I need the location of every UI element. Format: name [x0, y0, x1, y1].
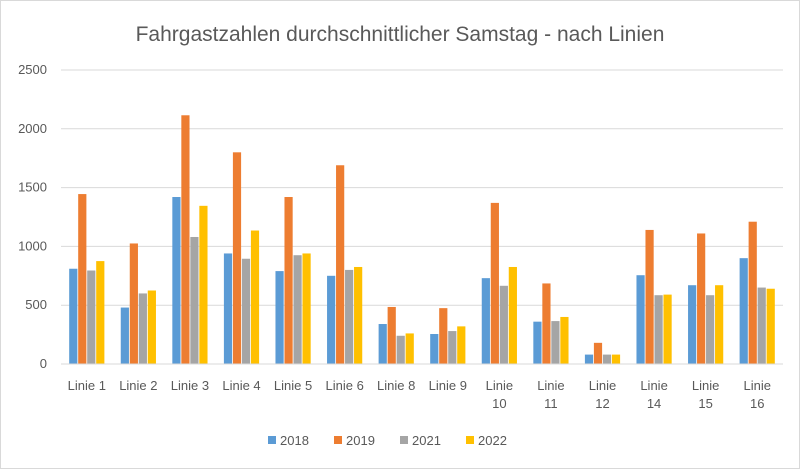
y-tick-label: 2500: [18, 62, 47, 77]
y-tick-label: 1500: [18, 180, 47, 195]
bar: [387, 306, 396, 364]
x-tick-label: Linie 3: [171, 378, 209, 393]
bar: [602, 354, 612, 364]
bar: [87, 270, 96, 364]
x-tick-label: Linie 10: [486, 378, 513, 411]
bar: [688, 285, 697, 364]
y-tick-label: 0: [40, 356, 47, 371]
bar: [69, 268, 78, 364]
legend-swatch: [466, 436, 474, 444]
bar: [715, 285, 724, 364]
x-tick-label: Linie 14: [640, 378, 667, 411]
x-axis: Linie 1 Linie 2 Linie 3 Linie 4 Linie 5 Linie…: [61, 363, 783, 411]
bar: [748, 221, 757, 364]
bar: [354, 266, 363, 364]
bar: [481, 278, 490, 364]
legend-label: 2021: [412, 433, 441, 448]
bar: [129, 243, 138, 364]
bar: [551, 321, 560, 364]
bar: [706, 295, 715, 364]
bar: [490, 202, 499, 364]
x-tick-label: Linie 12: [589, 378, 616, 411]
bar: [199, 205, 208, 364]
legend-swatch: [334, 436, 342, 444]
bar: [293, 255, 302, 364]
bar: [593, 342, 603, 364]
bar: [766, 288, 775, 364]
bars: [69, 115, 775, 364]
x-tick-label: Linie 4: [222, 378, 260, 393]
x-tick-label: Linie 5: [274, 378, 312, 393]
bar: [508, 266, 517, 364]
legend-swatch: [268, 436, 276, 444]
gridlines: [61, 69, 783, 365]
x-tick-label: Linie 8: [377, 378, 415, 393]
bar: [636, 275, 645, 364]
bar: [96, 261, 105, 364]
legend: 2018 2019 2021 2022: [268, 433, 507, 448]
x-tick-label: Linie 9: [429, 378, 467, 393]
bar: [172, 197, 181, 364]
bar: [232, 152, 242, 364]
x-tick-label: Linie 11: [537, 378, 564, 411]
bar: [430, 334, 439, 364]
bar: [275, 271, 284, 364]
bar: [697, 233, 706, 364]
x-tick-label: Linie 2: [119, 378, 157, 393]
bar: [78, 194, 87, 364]
bar: [138, 293, 147, 364]
x-tick-label: Linie 15: [692, 378, 719, 411]
chart-title: Fahrgastzahlen durchschnittlicher Samsta…: [136, 23, 665, 46]
bar: [241, 258, 251, 364]
bar: [336, 165, 345, 364]
bar: [457, 326, 466, 364]
bar: [223, 253, 233, 364]
bar: [120, 307, 129, 364]
bar: [757, 287, 766, 364]
bar: [405, 333, 414, 364]
bar: [448, 331, 457, 364]
y-tick-label: 2000: [18, 121, 47, 136]
bar: [645, 229, 654, 364]
y-tick-label: 500: [25, 297, 47, 312]
bar: [439, 308, 448, 364]
bar: [302, 253, 311, 364]
legend-swatch: [400, 436, 408, 444]
legend-label: 2018: [280, 433, 309, 448]
bar: [533, 321, 542, 364]
bar: [584, 354, 594, 364]
bar: [327, 275, 336, 364]
y-tick-label: 1000: [18, 238, 47, 253]
bar: [378, 324, 387, 364]
x-tick-label: Linie 1: [68, 378, 106, 393]
x-tick-label: Linie 6: [325, 378, 363, 393]
legend-label: 2022: [478, 433, 507, 448]
y-axis: 0 500 1000 1500 2000 2500: [18, 62, 47, 371]
bar: [663, 294, 672, 364]
bar: [499, 285, 508, 364]
x-tick-label: Linie 16: [743, 378, 770, 411]
bar: [560, 316, 569, 364]
bar: [739, 258, 748, 364]
bar: [181, 115, 190, 364]
bar: [542, 283, 551, 364]
legend-label: 2019: [346, 433, 375, 448]
bar: [147, 290, 156, 364]
bar: [654, 295, 663, 364]
bar: [284, 197, 293, 364]
bar: [611, 354, 621, 364]
bar: [190, 236, 199, 364]
bar: [250, 230, 260, 364]
bar: [345, 269, 354, 364]
bar: [396, 335, 405, 364]
